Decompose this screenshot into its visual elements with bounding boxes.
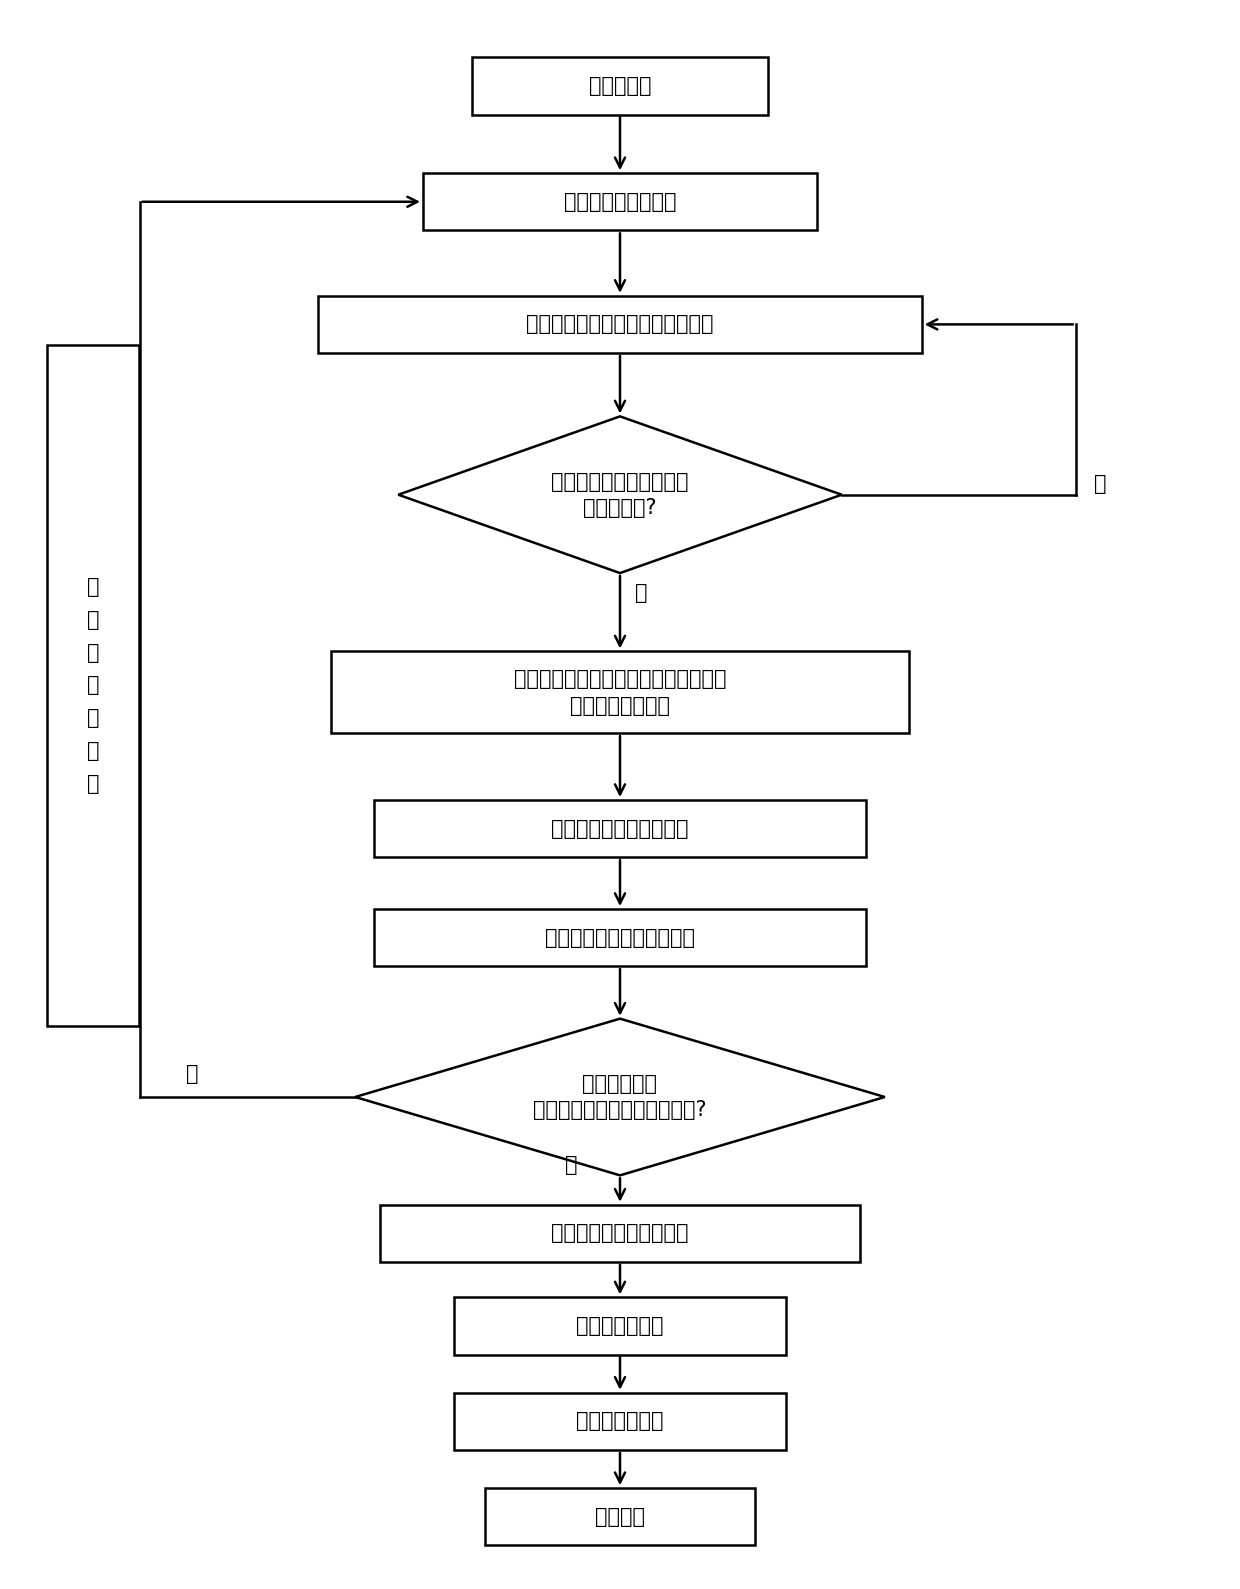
Text: 典型部位是否在手眼相机
有效范围内?: 典型部位是否在手眼相机 有效范围内? [552,472,688,518]
Bar [423,173,817,230]
Bar [454,1297,786,1354]
Bar [373,799,867,856]
Polygon shape [398,416,842,574]
Text: 实时自主滚动规划机械臂各关节轨迹，
快速接近典型部位: 实时自主滚动规划机械臂各关节轨迹， 快速接近典型部位 [513,669,727,715]
Text: 机
械
臂
位
形
归
零: 机 械 臂 位 形 归 零 [87,577,99,794]
Bar [454,1392,786,1449]
Bar [485,1487,755,1546]
Text: 是否有误碰，
导致典型部位不在捕获范围内?: 是否有误碰， 导致典型部位不在捕获范围内? [533,1074,707,1120]
Text: 否: 否 [564,1155,577,1176]
Text: 是: 是 [635,583,647,602]
Text: 否: 否 [1094,474,1106,494]
Text: 抓捕机械臂手眼系统捕获典型部件: 抓捕机械臂手眼系统捕获典型部件 [526,315,714,334]
Bar [319,296,921,353]
Text: 试验结束: 试验结束 [595,1506,645,1527]
Text: 抓捕机械臂展开准备: 抓捕机械臂展开准备 [564,192,676,211]
Bar [373,909,867,966]
Text: 完成操作，撤离: 完成操作，撤离 [577,1316,663,1336]
Text: 机械臂位形归零: 机械臂位形归零 [577,1411,663,1432]
Bar [47,345,139,1026]
Text: 捕获成功，形成可靠连接: 捕获成功，形成可靠连接 [552,1224,688,1243]
Bar [379,1204,861,1262]
Bar [472,57,768,114]
Text: 末端抓捕工具执行捕获动作: 末端抓捕工具执行捕获动作 [546,928,694,947]
Text: 是: 是 [186,1065,198,1084]
Bar [331,651,909,733]
Text: 试验前准备: 试验前准备 [589,76,651,95]
Text: 末端抓捕工具到捕获位置: 末端抓捕工具到捕获位置 [552,818,688,839]
Polygon shape [355,1019,885,1176]
